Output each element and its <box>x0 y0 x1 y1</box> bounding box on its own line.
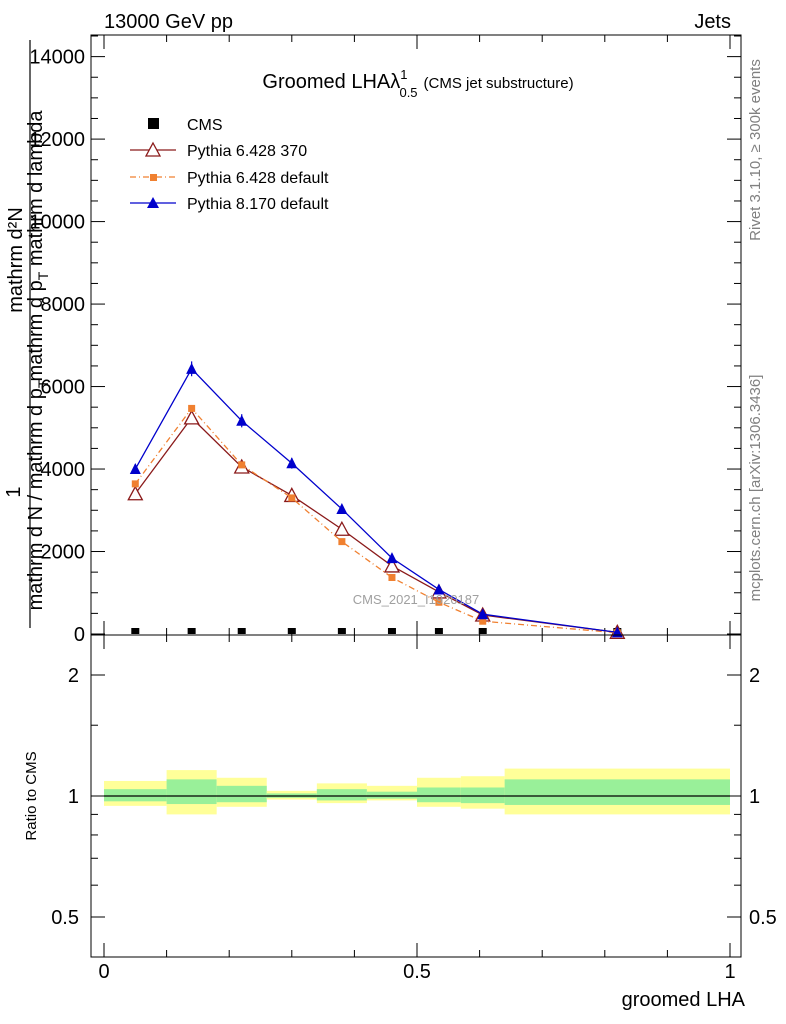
title-main: Groomed LHA <box>262 71 390 93</box>
legend-marker-p8-default <box>147 197 159 208</box>
data-point-p6-default <box>188 404 196 412</box>
data-point-cms <box>478 628 487 634</box>
data-point-p8-default <box>477 608 489 620</box>
data-point-p8-default <box>236 414 248 426</box>
legend-marker-cms <box>148 118 159 129</box>
legend-marker-p6-default <box>150 174 157 181</box>
ratio-band-green <box>417 787 461 803</box>
ylabel-numer-3: T <box>35 271 51 280</box>
data-point-p8-default <box>286 457 298 469</box>
y-tick-label: 14000 <box>29 47 85 69</box>
y-tick-label: 8000 <box>41 294 86 316</box>
legend-label-cms: CMS <box>187 117 223 134</box>
ratio-y-tick-label-right: 1 <box>749 786 760 808</box>
data-point-p6-default <box>479 617 487 625</box>
data-point-cms <box>434 628 443 634</box>
legend-marker-p6-370 <box>144 141 162 157</box>
ylabel-numer-1: mathrm d²N <box>5 207 27 313</box>
legend-label-p8-default: Pythia 8.170 default <box>187 196 329 213</box>
mcplots-label: mcplots.cern.ch [arXiv:1306.3436] <box>747 375 764 602</box>
series-line <box>134 407 618 634</box>
rivet-label: Rivet 3.1.10, ≥ 300k events <box>747 59 764 241</box>
ratio-y-tick-label-left: 0.5 <box>51 907 79 929</box>
ylabel-numer-2: mathrm d p <box>25 280 47 381</box>
y-tick-label: 10000 <box>29 212 85 234</box>
ratio-y-axis-label: Ratio to CMS <box>23 751 40 840</box>
ratio-band-green <box>104 789 167 802</box>
data-point-p8-default <box>129 463 141 475</box>
ratio-band-green <box>316 789 367 801</box>
ratio-band-green <box>504 779 730 805</box>
y-tick-label: 12000 <box>29 129 85 151</box>
data-point-p6-default <box>435 598 443 606</box>
data-point-p6-370 <box>127 485 144 501</box>
y-axis-label-main: mathrm d²N mathrm d pT mathrm d lambda 1… <box>3 40 51 628</box>
data-point-p8-default <box>336 503 348 515</box>
main-panel: 0 2000 4000 6000 8000 10000 12000 14000 CMS_202… <box>3 34 742 646</box>
data-point-p8-default <box>433 583 445 595</box>
title-sup: 1 <box>400 67 407 82</box>
beam-label: 13000 GeV pp <box>104 11 233 33</box>
ylabel-denom-sub: T <box>35 379 51 388</box>
legend-label-p6-370: Pythia 6.428 370 <box>187 143 307 160</box>
legend: CMS Pythia 6.428 370 Pythia 6.428 defaul… <box>130 117 329 213</box>
data-point-p6-370 <box>333 520 350 536</box>
data-point-p6-default <box>338 538 346 546</box>
ratio-band-green <box>460 787 505 804</box>
title-suffix: (CMS jet substructure) <box>424 75 574 92</box>
x-tick-label: 0.5 <box>403 961 431 983</box>
legend-label-p6-default: Pythia 6.428 default <box>187 170 329 187</box>
y-tick-label: 4000 <box>41 459 86 481</box>
ylabel-denom: mathrm d N / mathrm d p <box>25 388 47 610</box>
ratio-y-tick-label-left: 1 <box>68 786 79 808</box>
x-tick-label: 1 <box>724 961 735 983</box>
svg-text:mathrm d N / mathrm d pT: mathrm d N / mathrm d pT <box>25 379 51 610</box>
x-tick-label: 0 <box>98 961 109 983</box>
data-point-cms <box>131 628 140 634</box>
y-tick-label: 0 <box>74 624 85 646</box>
data-point-cms <box>187 628 196 634</box>
data-point-p6-default <box>388 573 396 581</box>
ratio-band-green <box>166 779 217 805</box>
y-tick-label: 2000 <box>41 542 86 564</box>
data-point-p6-default <box>238 461 246 469</box>
ratio-y-tick-label-left: 2 <box>68 665 79 687</box>
chart-title: Groomed LHAλ1 0.5 (CMS jet substructure) <box>262 67 573 100</box>
ratio-y-tick-label-right: 0.5 <box>749 907 777 929</box>
data-point-p8-default <box>386 552 398 564</box>
ratio-band-green <box>216 785 267 803</box>
x-axis-label: groomed LHA <box>622 989 746 1011</box>
title-lambda: λ <box>390 71 400 93</box>
y-tick-label: 6000 <box>41 377 86 399</box>
data-point-p6-default <box>288 494 296 502</box>
data-point-cms <box>237 628 246 634</box>
ylabel-numer-4: mathrm d lambda <box>25 110 47 272</box>
ratio-y-tick-label-right: 2 <box>749 665 760 687</box>
ratio-panel: 0.5 0.5 1 1 2 2 0 0.5 1 Ratio to CMS groomed LHA <box>23 634 777 1011</box>
data-point-p6-default <box>131 480 139 488</box>
title-sub: 0.5 <box>399 85 417 100</box>
ratio-band-green <box>366 791 417 799</box>
data-point-cms <box>337 628 346 634</box>
data-point-p8-default <box>186 362 198 374</box>
analysis-watermark: CMS_2021_I1920187 <box>353 592 480 607</box>
data-point-p6-370 <box>183 409 200 425</box>
data-point-cms <box>387 628 396 634</box>
svg-text:mathrm d²N: mathrm d²N <box>5 207 27 313</box>
data-point-p6-370 <box>383 557 401 573</box>
data-point-cms <box>287 628 296 634</box>
process-label: Jets <box>694 11 731 33</box>
ylabel-one: 1 <box>3 486 25 497</box>
